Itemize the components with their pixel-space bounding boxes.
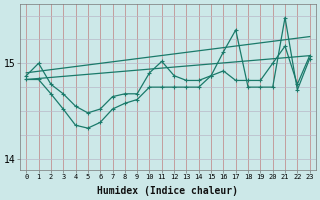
X-axis label: Humidex (Indice chaleur): Humidex (Indice chaleur) bbox=[98, 186, 238, 196]
